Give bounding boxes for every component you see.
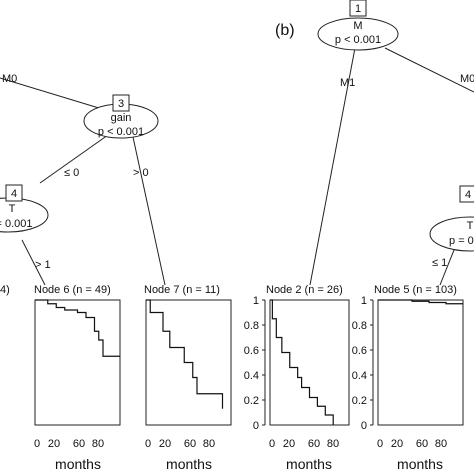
- node-4-right-id: 4: [465, 189, 471, 201]
- edge-m-m0b: [384, 47, 474, 93]
- node-4-right-var: T: [467, 220, 474, 232]
- svg-text:0: 0: [377, 438, 383, 450]
- node-1: 1 M p < 0.001: [317, 0, 399, 51]
- terminal-left-cut: 4): [0, 284, 10, 296]
- plot-frame-node5: [377, 299, 464, 426]
- y-tick-04: 0.4: [244, 370, 259, 382]
- plot-frame-node2: [269, 299, 350, 426]
- node-1-var: M: [353, 20, 362, 32]
- x-ticks-node5: 0 20 60 80: [377, 438, 447, 450]
- svg-text:20: 20: [391, 438, 403, 450]
- xlabel-node7: months: [166, 456, 212, 472]
- xlabel-node5: months: [397, 456, 443, 472]
- survival-curves: [35, 299, 463, 425]
- xlabel-node2: months: [286, 456, 332, 472]
- edge-t-gt1: [21, 239, 46, 286]
- node-4-right: 4 T p = 0.1: [429, 185, 474, 252]
- terminal-node7-title: Node 7 (n = 11): [144, 284, 220, 296]
- y5-tick-02: 0.2: [352, 395, 367, 407]
- panel-label: (b): [275, 22, 295, 39]
- x-ticks-node2: 0 20 60 80: [269, 438, 339, 450]
- edge-m0-left: [0, 77, 113, 113]
- svg-text:0: 0: [145, 438, 151, 450]
- y-axis-node2: [262, 299, 266, 426]
- y-tick-08: 0.8: [244, 320, 259, 332]
- curve-node6: [35, 299, 120, 357]
- svg-text:60: 60: [308, 438, 320, 450]
- node-4-right-p: p = 0.1: [449, 235, 474, 247]
- node-3-p: p < 0.001: [98, 126, 144, 138]
- terminal-node2-title: Node 2 (n = 26): [266, 284, 343, 296]
- edge-label-gt1: > 1: [35, 259, 51, 271]
- node-1-id: 1: [355, 3, 361, 15]
- node-4-left-var: T: [9, 203, 16, 215]
- xlabel-node6: months: [55, 456, 101, 472]
- edge-label-m0: M0: [2, 73, 17, 85]
- svg-text:80: 80: [435, 438, 447, 450]
- curve-node5: [378, 299, 463, 305]
- y5-tick-04: 0.4: [352, 370, 367, 382]
- node-3-id: 3: [118, 98, 124, 110]
- x-ticks-node7: 0 20 60 80: [145, 438, 215, 450]
- y5-tick-08: 0.8: [352, 320, 367, 332]
- svg-text:0: 0: [34, 438, 40, 450]
- terminal-node5-title: Node 5 (n = 103): [374, 284, 457, 296]
- y-tick-1: 1: [253, 295, 259, 307]
- plot-frame-node6: [34, 299, 121, 426]
- node-4-left-p: = 0.001: [0, 218, 33, 230]
- edge-label-gt0: > 0: [133, 167, 149, 179]
- curve-node2: [270, 299, 334, 425]
- edge-m-m1: [309, 47, 356, 286]
- x-ticks-node6: 0 20 60 80: [34, 438, 104, 450]
- node-4-left: 4 T = 0.001: [0, 184, 49, 233]
- y-tick-02: 0.2: [244, 395, 259, 407]
- svg-text:60: 60: [416, 438, 428, 450]
- node-3: 3 gain p < 0.001: [83, 94, 159, 139]
- svg-text:80: 80: [203, 438, 215, 450]
- edge-label-m1: M1: [340, 77, 355, 89]
- y-axis-node5: [370, 299, 374, 426]
- svg-text:20: 20: [283, 438, 295, 450]
- svg-text:60: 60: [184, 438, 196, 450]
- edge-gain-le0: [39, 134, 109, 184]
- node-3-var: gain: [111, 112, 132, 124]
- curve-node7: [146, 299, 224, 409]
- y-tick-06: 0.6: [244, 345, 259, 357]
- svg-text:20: 20: [159, 438, 171, 450]
- y-tick-0: 0: [253, 420, 259, 432]
- edge-label-m0b: M0: [460, 73, 474, 85]
- y5-tick-1: 1: [361, 295, 367, 307]
- terminal-node6-title: Node 6 (n = 49): [34, 284, 111, 296]
- edge-gain-gt0: [132, 136, 166, 286]
- node-4-left-id: 4: [11, 188, 17, 200]
- y5-tick-0: 0: [361, 420, 367, 432]
- svg-text:20: 20: [48, 438, 60, 450]
- edge-label-le0: ≤ 0: [64, 167, 79, 179]
- edge-label-le1: ≤ 1: [432, 257, 447, 269]
- svg-text:80: 80: [92, 438, 104, 450]
- svg-text:60: 60: [73, 438, 85, 450]
- tree-edges: [0, 47, 474, 286]
- svg-text:80: 80: [327, 438, 339, 450]
- y5-tick-06: 0.6: [352, 345, 367, 357]
- svg-text:0: 0: [269, 438, 275, 450]
- node-1-p: p < 0.001: [335, 34, 381, 46]
